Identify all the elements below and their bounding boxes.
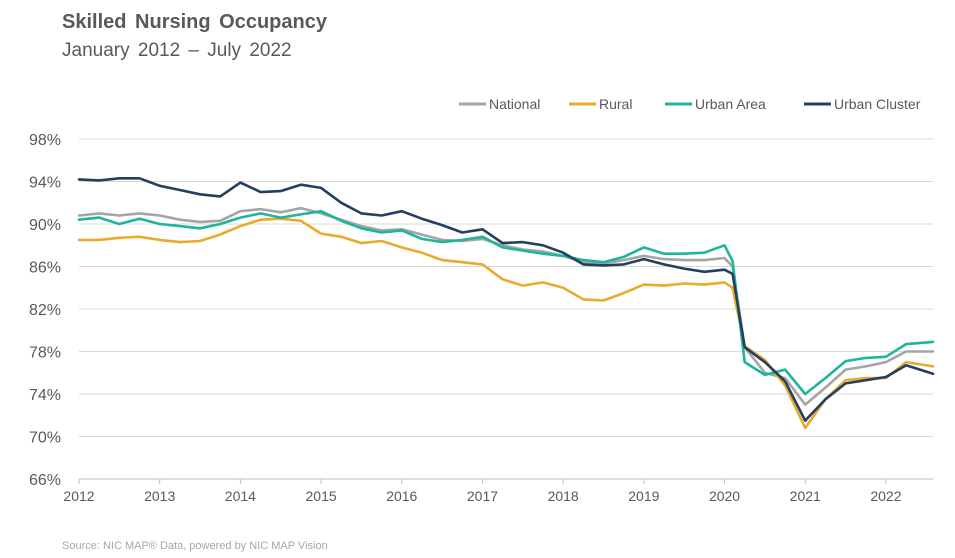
line-chart: 98% 94% 90% 86% 82% 78% 74% 70% 66%2012 2013 2014 2… bbox=[29, 96, 935, 504]
y-tick-label: 98% bbox=[29, 132, 61, 149]
x-tick-label: 2020 bbox=[709, 488, 740, 504]
x-tick-label: 2016 bbox=[386, 488, 417, 504]
y-tick-label: 66% bbox=[29, 472, 61, 489]
x-tick-label: 2022 bbox=[870, 488, 901, 504]
y-tick-label: 90% bbox=[29, 217, 61, 234]
y-tick-label: 86% bbox=[29, 260, 61, 277]
x-tick-label: 2021 bbox=[790, 488, 821, 504]
source-note: Source: NIC MAP® Data, powered by NIC MA… bbox=[62, 540, 328, 552]
series-line-urban-cluster bbox=[77, 177, 935, 422]
legend-entry: Urban Area bbox=[695, 96, 766, 112]
x-tick-label: 2013 bbox=[144, 488, 175, 504]
x-tick-label: 2014 bbox=[225, 488, 256, 504]
y-tick-label: 78% bbox=[29, 345, 61, 362]
y-tick-label: 94% bbox=[29, 175, 61, 192]
x-tick-label: 2019 bbox=[628, 488, 659, 504]
x-tick-label: 2017 bbox=[467, 488, 498, 504]
legend-entry: Urban Cluster bbox=[834, 96, 921, 112]
y-tick-label: 70% bbox=[29, 430, 61, 447]
chart-subtitle: January 2012 – July 2022 bbox=[62, 40, 292, 61]
legend-entry: Rural bbox=[599, 96, 632, 112]
x-tick-label: 2012 bbox=[63, 488, 94, 504]
x-tick-label: 2015 bbox=[306, 488, 337, 504]
series-line-urban-area bbox=[77, 209, 935, 396]
y-tick-label: 82% bbox=[29, 302, 61, 319]
legend-entry: National bbox=[489, 96, 540, 112]
series-line-rural bbox=[77, 217, 935, 430]
y-tick-label: 74% bbox=[29, 387, 61, 404]
chart-title: Skilled Nursing Occupancy bbox=[62, 11, 327, 33]
x-tick-label: 2018 bbox=[548, 488, 579, 504]
